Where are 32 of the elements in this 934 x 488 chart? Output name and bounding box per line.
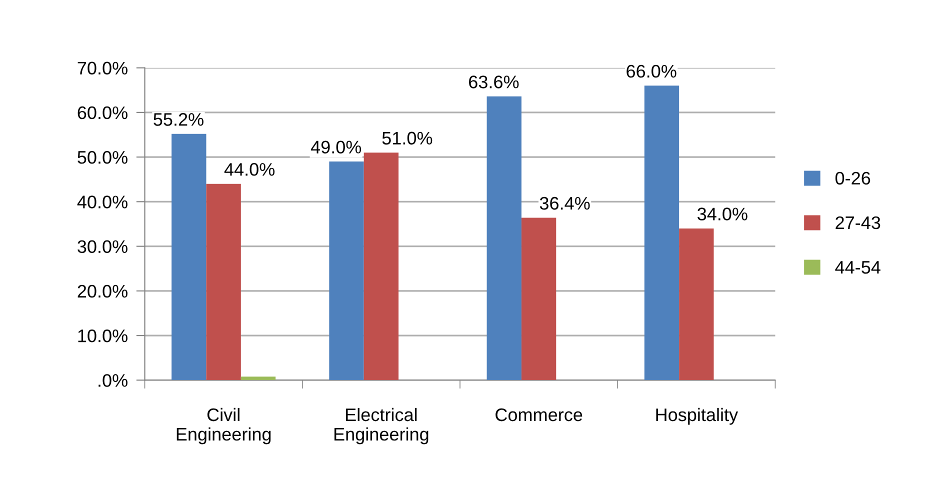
data-label: 66.0% — [626, 64, 676, 78]
bar — [364, 152, 399, 380]
legend-label: 0-26 — [835, 172, 870, 185]
bar — [486, 96, 522, 380]
x-tick-label: Hospitality — [656, 408, 738, 425]
data-label: 63.6% — [469, 76, 519, 88]
y-tick-label: 30.0% — [78, 240, 128, 254]
y-tick-label: 10.0% — [78, 329, 128, 342]
x-tick-label: Electrical Engineering — [334, 408, 428, 444]
data-label: 49.0% — [310, 140, 362, 154]
y-tick-label: 20.0% — [78, 284, 128, 298]
y-tick-label: 50.0% — [78, 151, 128, 164]
data-label: 51.0% — [382, 132, 432, 145]
bar — [329, 162, 364, 380]
data-label: 55.2% — [154, 113, 204, 126]
y-tick-label: 60.0% — [78, 106, 128, 120]
x-tick-label: Civil Engineering — [176, 408, 271, 444]
y-tick-label: 70.0% — [78, 62, 128, 75]
bar — [521, 218, 556, 380]
legend-label: 44-54 — [835, 261, 880, 274]
bar — [240, 376, 276, 380]
y-tick-label: .0% — [98, 374, 128, 387]
legend-label: 27-43 — [836, 216, 880, 230]
data-label: 44.0% — [224, 163, 275, 176]
x-tick-label: Commerce — [496, 408, 582, 422]
bar — [679, 228, 714, 380]
data-label: 34.0% — [698, 208, 748, 220]
data-label: 36.4% — [540, 196, 590, 210]
bar — [644, 86, 680, 380]
y-tick-label: 40.0% — [77, 196, 128, 208]
bar — [206, 184, 241, 380]
bar — [172, 134, 206, 380]
